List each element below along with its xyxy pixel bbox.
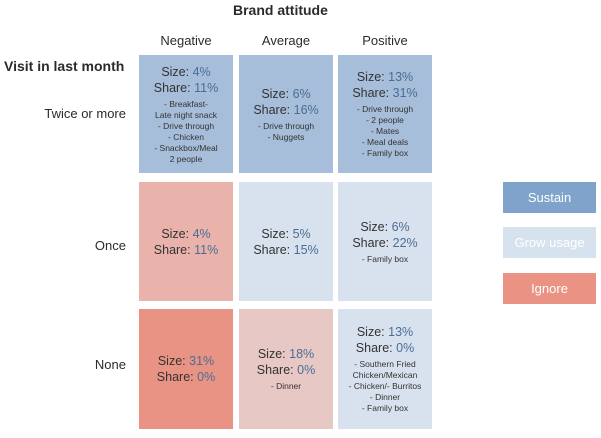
size-metric: Size: 4% <box>161 226 211 241</box>
cell-none-average: Size: 18% Share: 0% - Dinner <box>239 309 333 429</box>
row-axis-label: Visit in last month <box>4 58 125 74</box>
row-label-once: Once <box>94 238 126 253</box>
column-header-average: Average <box>261 33 311 48</box>
size-metric: Size: 13% <box>356 70 414 84</box>
share-metric: Share: 16% <box>253 102 319 117</box>
cell-none-positive: Size: 13% Share: 0% - Southern Fried Chi… <box>338 309 432 429</box>
cell-notes: - Drive through - 2 people - Mates - Mea… <box>356 104 414 158</box>
row-label-twice-or-more: Twice or more <box>44 106 126 121</box>
chart-title: Brand attitude <box>233 2 328 18</box>
cell-notes: - Family box <box>361 253 409 264</box>
cell-notes: - Dinner <box>270 381 302 391</box>
cell-notes: - Drive through - Nuggets <box>257 120 315 142</box>
column-header-negative: Negative <box>160 33 212 48</box>
cell-once-positive: Size: 6% Share: 22% - Family box <box>338 182 432 301</box>
share-metric: Share: 15% <box>253 242 319 257</box>
share-metric: Share: 0% <box>156 370 216 384</box>
share-metric: Share: 11% <box>153 80 219 95</box>
share-metric: Share: 0% <box>256 363 316 377</box>
cell-notes: - Southern Fried Chicken/Mexican - Chick… <box>348 359 422 413</box>
cell-once-negative: Size: 4% Share: 11% <box>139 182 233 301</box>
legend-sustain: Sustain <box>503 182 596 213</box>
cell-notes: - Breakfast- Late night snack - Drive th… <box>154 98 218 164</box>
share-metric: Share: 11% <box>153 242 219 257</box>
legend-ignore: Ignore <box>503 273 596 304</box>
size-metric: Size: 5% <box>261 226 311 241</box>
legend-grow-usage: Grow usage <box>503 227 596 258</box>
cell-once-average: Size: 5% Share: 15% <box>239 182 333 301</box>
size-metric: Size: 6% <box>360 219 410 234</box>
cell-twice-negative: Size: 4% Share: 11% - Breakfast- Late ni… <box>139 55 233 173</box>
row-label-none: None <box>94 357 126 372</box>
size-metric: Size: 13% <box>356 325 414 339</box>
share-metric: Share: 22% <box>352 235 418 250</box>
cell-twice-positive: Size: 13% Share: 31% - Drive through - 2… <box>338 55 432 173</box>
cell-none-negative: Size: 31% Share: 0% <box>139 309 233 429</box>
share-metric: Share: 31% <box>352 86 418 100</box>
share-metric: Share: 0% <box>355 341 415 355</box>
size-metric: Size: 31% <box>157 354 215 368</box>
size-metric: Size: 18% <box>257 347 315 361</box>
size-metric: Size: 4% <box>161 64 211 79</box>
cell-twice-average: Size: 6% Share: 16% - Drive through - Nu… <box>239 55 333 173</box>
size-metric: Size: 6% <box>261 86 311 101</box>
column-header-positive: Positive <box>362 33 408 48</box>
